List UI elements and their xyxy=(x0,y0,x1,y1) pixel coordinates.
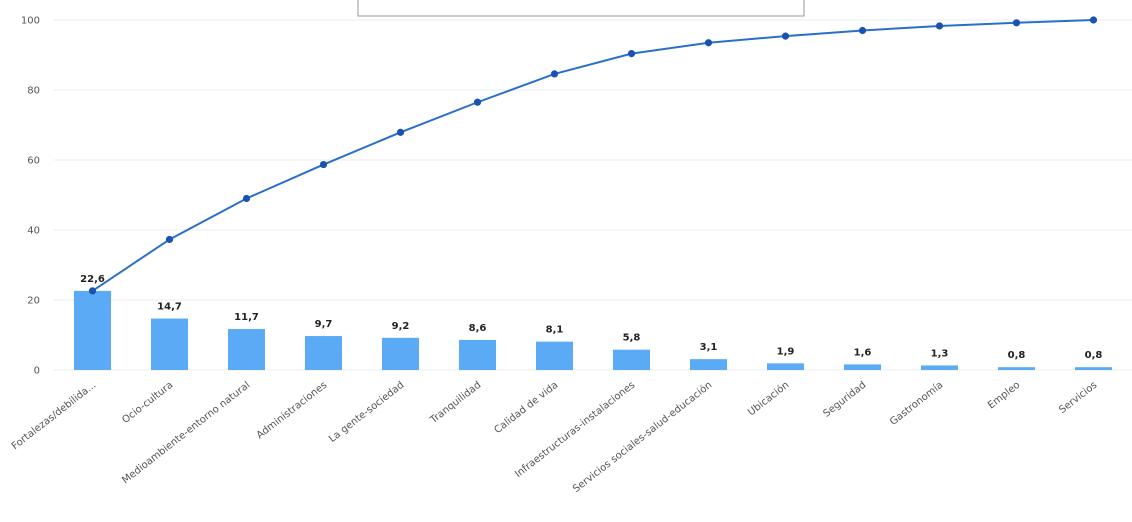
y-tick-label: 0 xyxy=(34,366,40,377)
x-category-label: Servicios xyxy=(1057,380,1099,416)
line-point xyxy=(550,70,559,78)
line-point xyxy=(935,22,944,30)
x-category-label: La gente-sociedad xyxy=(327,380,406,445)
bar xyxy=(151,318,188,370)
y-axis-tick-labels: 0 20 40 60 80 100 xyxy=(21,16,40,377)
line-point xyxy=(165,235,174,244)
x-category-label: Infraestructuras-instalaciones xyxy=(513,380,637,480)
bar xyxy=(459,339,496,370)
bar xyxy=(767,363,804,370)
line-point xyxy=(1012,19,1021,27)
y-tick-label: 80 xyxy=(27,86,40,97)
line-point xyxy=(319,160,328,169)
x-category-label: Seguridad xyxy=(821,380,868,420)
line-point xyxy=(781,32,790,40)
bar-series xyxy=(74,290,1112,370)
bar xyxy=(228,329,265,370)
bar-value-label: 5,8 xyxy=(623,333,641,344)
bar xyxy=(536,341,573,370)
line-point xyxy=(396,128,405,136)
line-point xyxy=(88,287,97,295)
bar xyxy=(1075,367,1112,370)
bar xyxy=(74,290,111,370)
bar-value-label: 9,7 xyxy=(315,319,333,330)
bar xyxy=(305,336,342,370)
bar-value-label: 0,8 xyxy=(1085,350,1103,361)
x-category-label: Ocio-cultura xyxy=(120,380,175,426)
bar-value-label: 11,7 xyxy=(234,312,259,323)
line-point xyxy=(473,98,482,106)
bar-value-label: 1,6 xyxy=(854,347,872,358)
bar-value-label: 8,1 xyxy=(546,325,564,336)
bar xyxy=(382,337,419,370)
cumulative-line xyxy=(91,19,1094,292)
bar-value-label: 1,9 xyxy=(777,346,795,357)
x-category-label: Empleo xyxy=(986,380,1022,412)
x-axis-category-labels: Fortalezas/debilida... Ocio-culturaMedioa… xyxy=(10,379,1100,495)
x-category-label: Tranquilidad xyxy=(428,380,484,427)
x-category-label: Calidad de vida xyxy=(492,380,560,436)
line-point xyxy=(858,26,867,35)
bar xyxy=(998,367,1035,370)
bar-value-label: 1,3 xyxy=(931,348,949,359)
line-point xyxy=(704,39,713,47)
x-category-label: Fortalezas/debilida... xyxy=(10,380,99,453)
bar-value-label: 8,6 xyxy=(469,323,487,334)
bar xyxy=(921,365,958,370)
bar-value-labels: 22,6 14,7 11,7 9,7 9,2 8,6 8,1 5,8 3,1 1,9 1,6 1,3 0… xyxy=(80,274,1102,361)
y-tick-label: 20 xyxy=(27,296,40,307)
y-tick-label: 40 xyxy=(27,226,40,237)
bar xyxy=(690,359,727,370)
x-category-label: Ubicación xyxy=(745,379,791,419)
bar-value-label: 22,6 xyxy=(80,274,105,285)
x-category-label: Medioambiente-entorno natural xyxy=(120,380,252,487)
bar-value-label: 3,1 xyxy=(700,342,718,353)
x-category-label: Servicios sociales-salud-educación xyxy=(570,379,714,495)
bar xyxy=(613,349,650,370)
line-point xyxy=(627,50,636,58)
y-tick-label: 60 xyxy=(27,156,40,167)
bar xyxy=(844,364,881,370)
line-point xyxy=(1089,16,1098,24)
line-point xyxy=(242,194,251,203)
cumulative-line-series xyxy=(88,16,1098,295)
gridlines xyxy=(54,19,1132,371)
bar-value-label: 0,8 xyxy=(1008,350,1026,361)
x-category-label: Administraciones xyxy=(255,380,330,442)
x-category-label: Gastronomía xyxy=(887,379,945,428)
bar-value-label: 14,7 xyxy=(157,302,182,313)
tooltip-box xyxy=(357,0,805,17)
bar-value-label: 9,2 xyxy=(392,321,410,332)
y-tick-label: 100 xyxy=(21,16,40,27)
